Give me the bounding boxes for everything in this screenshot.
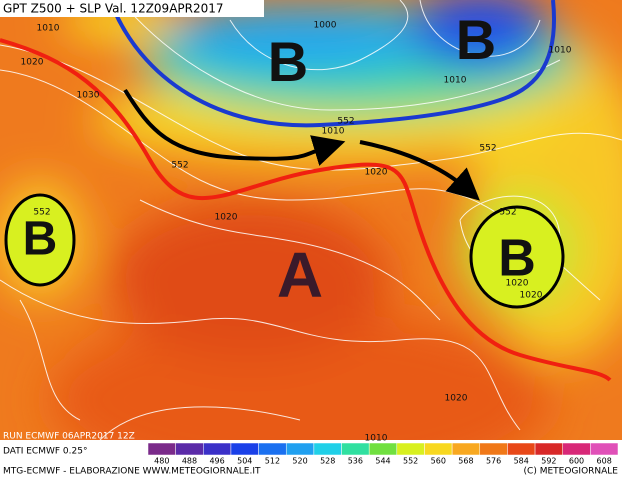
- colorbar-cell: [396, 442, 425, 456]
- colorbar-tick: 512: [265, 457, 280, 466]
- colorbar-tick: 600: [569, 457, 584, 466]
- isobar-label: 552: [337, 117, 354, 127]
- colorbar-cell: [285, 442, 315, 456]
- isobar-label: 1020: [365, 168, 388, 178]
- run-info: RUN ECMWF 06APR2017 12Z: [3, 432, 135, 442]
- pressure-center: A: [277, 239, 323, 311]
- colorbar-cell: [203, 442, 232, 456]
- colorbar-tick: 608: [597, 457, 612, 466]
- isobar-label: 552: [499, 208, 516, 218]
- colorbar-cell: [479, 442, 508, 456]
- colorbar-tick: 480: [154, 457, 169, 466]
- colorbar-cell: [258, 442, 287, 456]
- colorbar-cell: [590, 442, 619, 456]
- colorbar-cell: [451, 442, 481, 456]
- colorbar-tick: 584: [514, 457, 529, 466]
- colorbar-cell: [341, 442, 370, 456]
- colorbar-tick: 592: [541, 457, 556, 466]
- isobar-label: 1010: [37, 24, 60, 34]
- colorbar-cell: [175, 442, 204, 456]
- colorbar-tick: 504: [237, 457, 252, 466]
- colorbar-tick: 544: [375, 457, 390, 466]
- colorbar-cell: [507, 442, 536, 456]
- colorbar-tick: 552: [403, 457, 418, 466]
- map-title: GPT Z500 + SLP Val. 12Z09APR2017: [3, 2, 224, 16]
- isobar-label: 1030: [77, 91, 100, 101]
- colorbar-tick: 576: [486, 457, 501, 466]
- colorbar-tick: 536: [348, 457, 363, 466]
- colorbar-cell: [313, 442, 342, 456]
- data-info: DATI ECMWF 0.25°: [3, 447, 87, 457]
- colorbar-cell: [424, 442, 453, 456]
- colorbar-tick: 496: [209, 457, 224, 466]
- colorbar-tick: 560: [431, 457, 446, 466]
- isobar-label: 552: [171, 161, 188, 171]
- colorbar-cell: [147, 442, 176, 456]
- colorbar-tick: 488: [182, 457, 197, 466]
- pressure-center: B: [23, 213, 58, 266]
- isobar-label: 1020: [445, 394, 468, 404]
- isobar-label: 552: [479, 144, 496, 154]
- isobar-label: 1000: [314, 21, 337, 31]
- colorbar-cell: [562, 442, 591, 456]
- isobar-label: 552: [33, 208, 50, 218]
- colorbar-tick: 528: [320, 457, 335, 466]
- pressure-center: B: [498, 230, 536, 288]
- credit: MTG-ECMWF - ELABORAZIONE WWW.METEOGIORNA…: [3, 467, 261, 477]
- isobar-label: 1010: [365, 434, 388, 444]
- colorbar-cell: [230, 442, 259, 456]
- copyright: (C) METEOGIORNALE: [524, 467, 619, 477]
- pressure-center: B: [268, 30, 308, 93]
- isobar-label: 1020: [520, 291, 543, 301]
- isobar-label: 1010: [322, 127, 345, 137]
- title-box: [0, 0, 264, 17]
- pressure-center: B: [456, 8, 496, 71]
- isobar-label: 1020: [215, 213, 238, 223]
- colorbar-tick: 520: [292, 457, 307, 466]
- isobar-label: 1010: [444, 76, 467, 86]
- isobar-label: 1020: [506, 279, 529, 289]
- colorbar-tick: 568: [458, 457, 473, 466]
- colorbar-cell: [368, 442, 398, 456]
- colorbar-cell: [534, 442, 563, 456]
- isobar-label: 1020: [21, 58, 44, 68]
- isobar-label: 1010: [549, 46, 572, 56]
